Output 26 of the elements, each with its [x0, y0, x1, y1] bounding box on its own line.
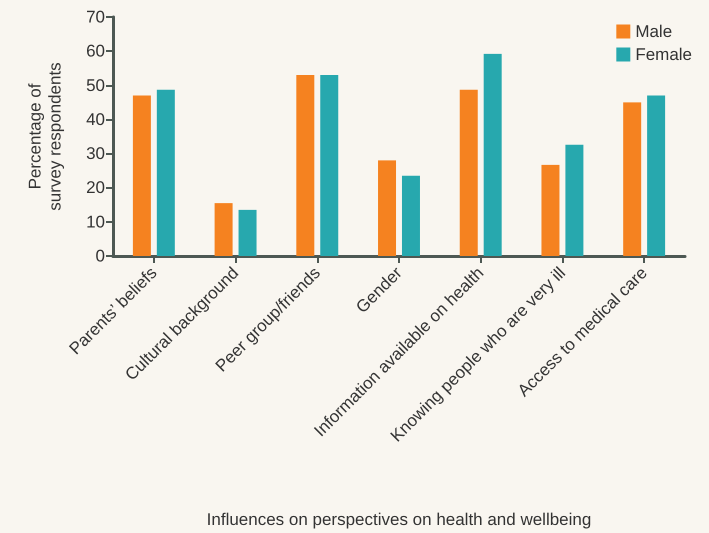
- y-tick-label: 70: [86, 8, 105, 26]
- y-tick-label: 60: [86, 42, 105, 61]
- legend-label: Male: [635, 22, 672, 41]
- bar: [378, 160, 396, 256]
- y-tick-label: 30: [86, 144, 105, 164]
- bar: [296, 75, 314, 256]
- bar: [541, 164, 560, 256]
- y-tick-label: 40: [86, 110, 105, 129]
- y-tick-label: 10: [86, 212, 105, 232]
- bar: [238, 210, 257, 256]
- y-tick-label: 0: [96, 246, 105, 266]
- legend-label: Female: [635, 45, 692, 64]
- x-axis-title: Influences on perspectives on health and wellbeing: [206, 510, 592, 529]
- y-axis-title: Percentage of survey respondents: [26, 62, 64, 211]
- bar: [402, 176, 420, 256]
- bar: [156, 90, 175, 256]
- bar: [623, 102, 642, 256]
- bar: [647, 96, 666, 256]
- bar: [320, 75, 338, 256]
- bar: [214, 203, 233, 256]
- bar: [484, 54, 502, 256]
- bar: [565, 144, 584, 256]
- y-tick-label: 50: [86, 76, 105, 95]
- y-tick-label: 20: [86, 178, 105, 198]
- bar: [460, 90, 478, 256]
- bar: [132, 96, 151, 256]
